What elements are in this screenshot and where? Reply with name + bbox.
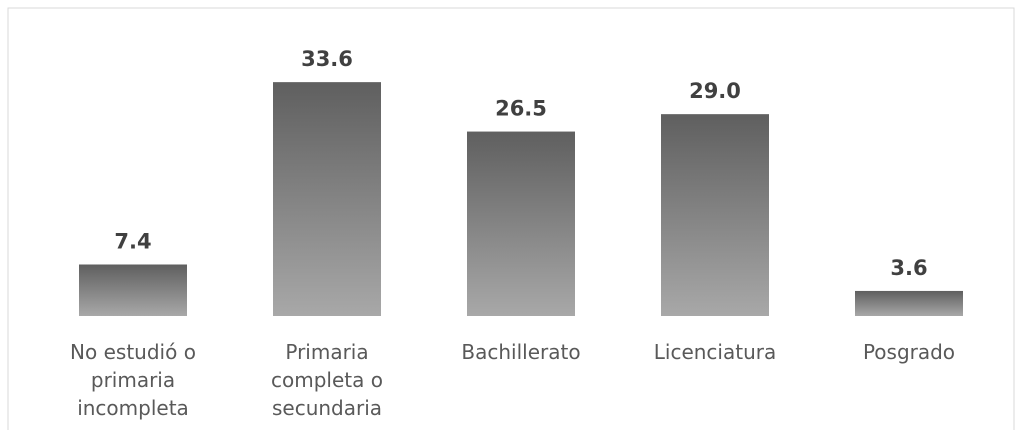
x-tick-label: Posgrado (862, 340, 956, 364)
x-tick-label-box: No estudió o primaria incompleta (70, 340, 196, 420)
chart-frame (7, 7, 1015, 430)
bar (661, 114, 769, 316)
value-label: 26.5 (495, 97, 547, 121)
x-tick-label: Bachillerato (461, 340, 581, 364)
value-label: 7.4 (114, 229, 151, 253)
x-tick-label: Licenciatura (653, 340, 777, 364)
x-tick-label: No estudió o primaria incompleta (70, 340, 196, 420)
bar (467, 131, 575, 316)
x-tick-label-box: Licenciatura (653, 340, 777, 364)
x-tick-label-box: Primaria completa o secundaria (271, 340, 383, 420)
bar (79, 264, 187, 316)
x-tick-label-box: Posgrado (862, 340, 956, 364)
x-tick-label-box: Bachillerato (461, 340, 581, 364)
bar (273, 82, 381, 316)
value-label: 3.6 (890, 256, 927, 280)
x-tick-label: Primaria completa o secundaria (271, 340, 383, 420)
value-label: 29.0 (689, 79, 741, 103)
value-label: 33.6 (301, 47, 353, 71)
bar (855, 290, 963, 316)
